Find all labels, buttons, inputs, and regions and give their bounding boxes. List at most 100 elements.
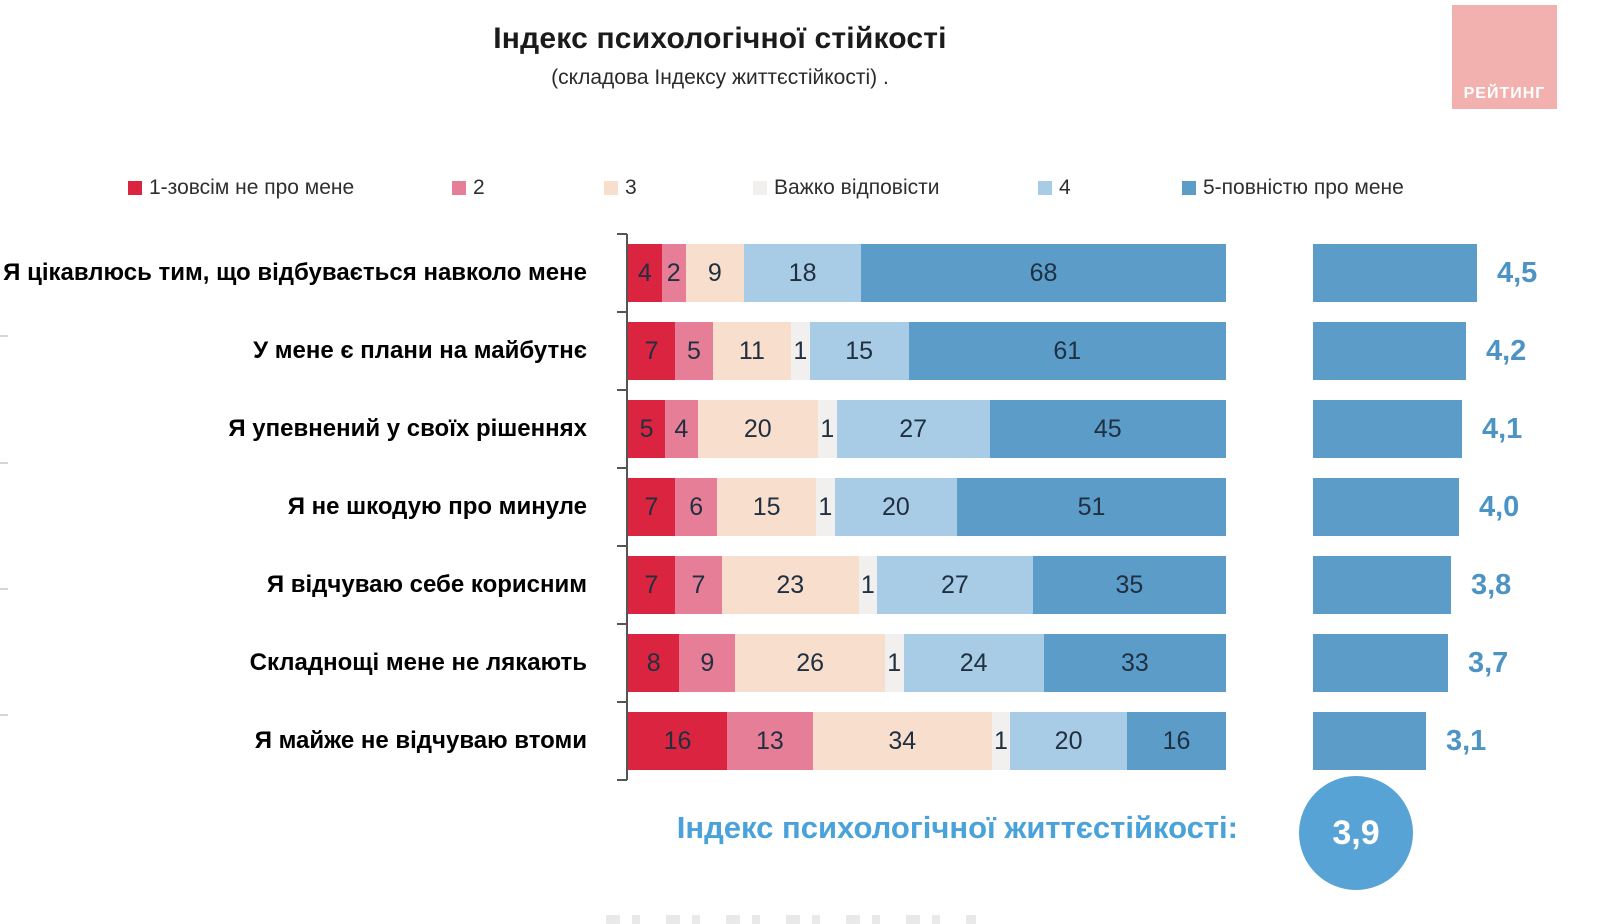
bar-segment-value: 4 [637, 258, 652, 287]
legend: 1-зовсім не про мене 2 3 Важко відповісти 4 5… [0, 174, 1600, 202]
bar-segment: 5 [675, 322, 713, 380]
bar-segment: 7 [628, 556, 675, 614]
stacked-bar: 8 9 26 1 24 33 [628, 634, 1227, 692]
bar-segment-value: 18 [788, 258, 817, 287]
row-label: Складнощі мене не лякають [249, 649, 587, 676]
stacked-bar: 7 5 11 1 15 61 [628, 322, 1226, 380]
bar-segment: 4 [665, 400, 698, 458]
bar-segment: 27 [877, 556, 1033, 614]
bar-segment: 45 [989, 400, 1227, 458]
page-subtitle: (складова Індексу життєстійкості) . [551, 66, 889, 89]
legend-swatch [1038, 181, 1052, 195]
bar-segment-value: 51 [1077, 492, 1106, 521]
bar-segment: 1 [818, 400, 837, 458]
row-label: Я не шкодую про минуле [287, 493, 587, 520]
legend-swatch [452, 181, 466, 195]
average-bar [1313, 244, 1477, 302]
legend-item: 5-повністю про мене [1182, 174, 1404, 202]
average-bar [1313, 634, 1448, 692]
header: Індекс психологічної стійкості (складова… [0, 22, 1440, 90]
bar-segment-value: 33 [1120, 648, 1149, 677]
bar-segment-value: 23 [776, 570, 805, 599]
axis-tick [617, 779, 627, 781]
bar-segment-value: 16 [663, 726, 692, 755]
bar-segment: 51 [957, 478, 1226, 536]
bar-segment-value: 9 [700, 648, 715, 677]
average-bar [1313, 400, 1462, 458]
row-label: У мене є плани на майбутнє [253, 337, 587, 364]
bar-segment: 15 [809, 322, 909, 380]
legend-swatch [1182, 181, 1196, 195]
bar-segment: 20 [697, 400, 819, 458]
bar-segment-value: 1 [887, 648, 902, 677]
bar-segment: 4 [628, 244, 662, 302]
bar-segment: 20 [834, 478, 958, 536]
bar-segment-value: 20 [743, 414, 772, 443]
bar-segment-value: 24 [959, 648, 988, 677]
legend-item: 3 [604, 174, 637, 202]
bar-segment-value: 15 [752, 492, 781, 521]
table-row: Я не шкодую про минуле 7 6 15 1 20 51 4,0 [0, 468, 1600, 546]
average-bar [1313, 322, 1466, 380]
index-value-circle: 3,9 [1299, 776, 1413, 890]
stacked-bar: 4 2 9 18 68 [628, 244, 1226, 302]
bar-segment-value: 1 [860, 570, 875, 599]
stacked-bar: 7 7 23 1 27 35 [628, 556, 1226, 614]
bar-segment: 16 [628, 712, 728, 770]
bar-segment: 1 [816, 478, 835, 536]
bar-segment: 1 [790, 322, 810, 380]
bar-segment-value: 1 [820, 414, 835, 443]
legend-item-label: 5-повністю про мене [1203, 176, 1404, 199]
bar-segment-value: 7 [644, 570, 659, 599]
bar-segment: 8 [628, 634, 680, 692]
average-value: 4,1 [1482, 412, 1523, 445]
bar-segment-value: 5 [687, 336, 701, 365]
bar-segment: 18 [744, 244, 862, 302]
edge-tick-artifact [0, 714, 8, 716]
legend-item: 4 [1038, 174, 1071, 202]
table-row: Складнощі мене не лякають 8 9 26 1 24 33 3,7 [0, 624, 1600, 702]
bar-segment-value: 8 [646, 648, 661, 677]
bar-segment-value: 7 [644, 492, 659, 521]
bar-segment: 7 [628, 478, 675, 536]
bar-segment: 1 [884, 634, 904, 692]
table-row: Я упевнений у своїх рішеннях 5 4 20 1 27 45 4,1 [0, 390, 1600, 468]
legend-item: 2 [452, 174, 485, 202]
legend-swatch [128, 181, 142, 195]
bar-segment-value: 5 [639, 414, 654, 443]
stacked-bar: 7 6 15 1 20 51 [628, 478, 1226, 536]
bar-segment: 11 [712, 322, 791, 380]
bar-segment-value: 16 [1162, 726, 1191, 755]
category-axis-line [626, 234, 628, 780]
average-value: 3,8 [1471, 568, 1512, 601]
edge-tick-artifact [0, 588, 8, 590]
table-row: Я майже не відчуваю втоми 16 13 34 1 20 16 3,1 [0, 702, 1600, 780]
average-value: 4,0 [1479, 490, 1520, 523]
bar-segment: 7 [628, 322, 676, 380]
bar-segment-value: 2 [666, 258, 681, 287]
table-row: У мене є плани на майбутнє 7 5 11 1 15 61 4,2 [0, 312, 1600, 390]
bar-segment-value: 26 [796, 648, 825, 677]
bar-segment: 7 [675, 556, 722, 614]
rating-logo-text: РЕЙТИНГ [1463, 85, 1546, 102]
bar-segment-value: 1 [793, 336, 808, 365]
bar-segment-value: 4 [674, 414, 689, 443]
bar-segment-value: 34 [888, 726, 917, 755]
bar-segment-value: 27 [941, 570, 969, 599]
bar-segment: 26 [735, 634, 885, 692]
average-value: 3,7 [1468, 646, 1509, 679]
legend-item: Важко відповісти [753, 174, 939, 202]
index-value: 3,9 [1332, 813, 1380, 852]
axis-tick [617, 467, 627, 469]
bar-segment: 15 [717, 478, 817, 536]
bar-segment: 9 [685, 244, 745, 302]
bar-segment: 34 [812, 712, 992, 770]
bar-segment: 6 [675, 478, 718, 536]
legend-swatch [753, 181, 767, 195]
axis-tick [617, 545, 627, 547]
bar-segment-value: 27 [899, 414, 927, 443]
average-value: 3,1 [1446, 724, 1487, 757]
bar-segment-value: 11 [738, 336, 765, 365]
legend-item-label: 2 [473, 176, 485, 199]
